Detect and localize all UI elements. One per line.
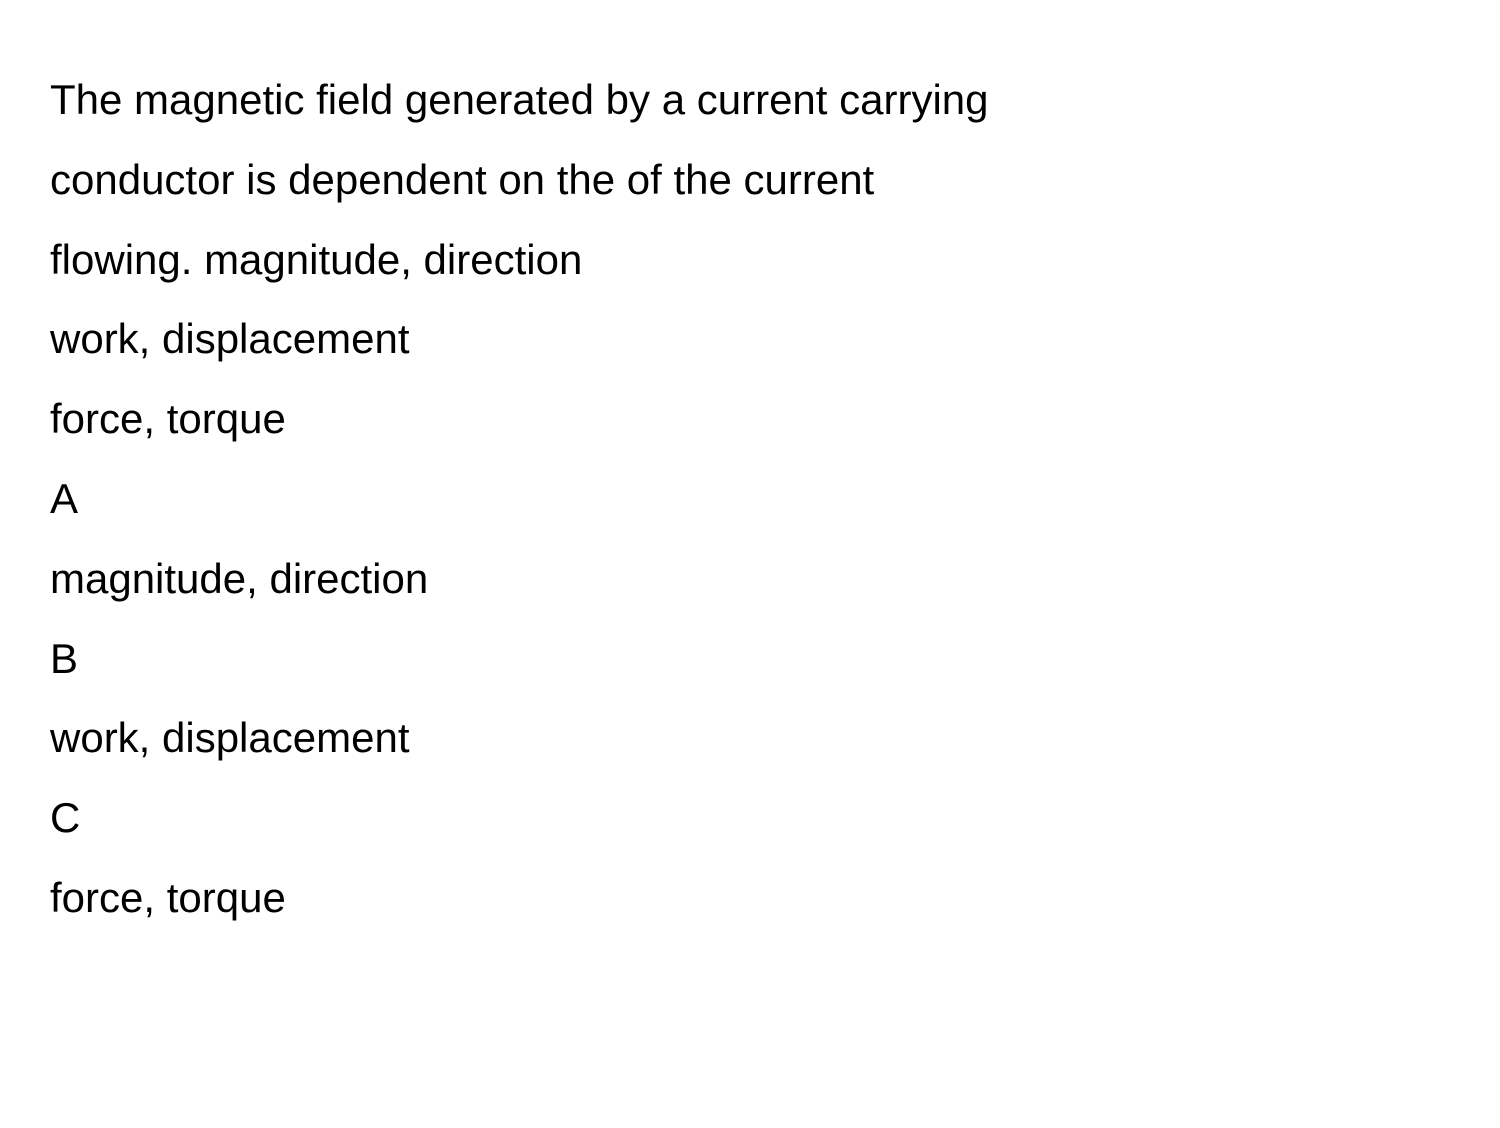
option-label: C — [50, 778, 1450, 858]
option-text: work, displacement — [50, 698, 1450, 778]
text-line: conductor is dependent on the of the cur… — [50, 140, 1450, 220]
option-label: A — [50, 459, 1450, 539]
document-content: The magnetic field generated by a curren… — [50, 60, 1450, 938]
option-text: magnitude, direction — [50, 539, 1450, 619]
text-line: work, displacement — [50, 299, 1450, 379]
text-line: flowing. magnitude, direction — [50, 220, 1450, 300]
text-line: force, torque — [50, 379, 1450, 459]
option-text: force, torque — [50, 858, 1450, 938]
option-label: B — [50, 619, 1450, 699]
text-line: The magnetic field generated by a curren… — [50, 60, 1450, 140]
